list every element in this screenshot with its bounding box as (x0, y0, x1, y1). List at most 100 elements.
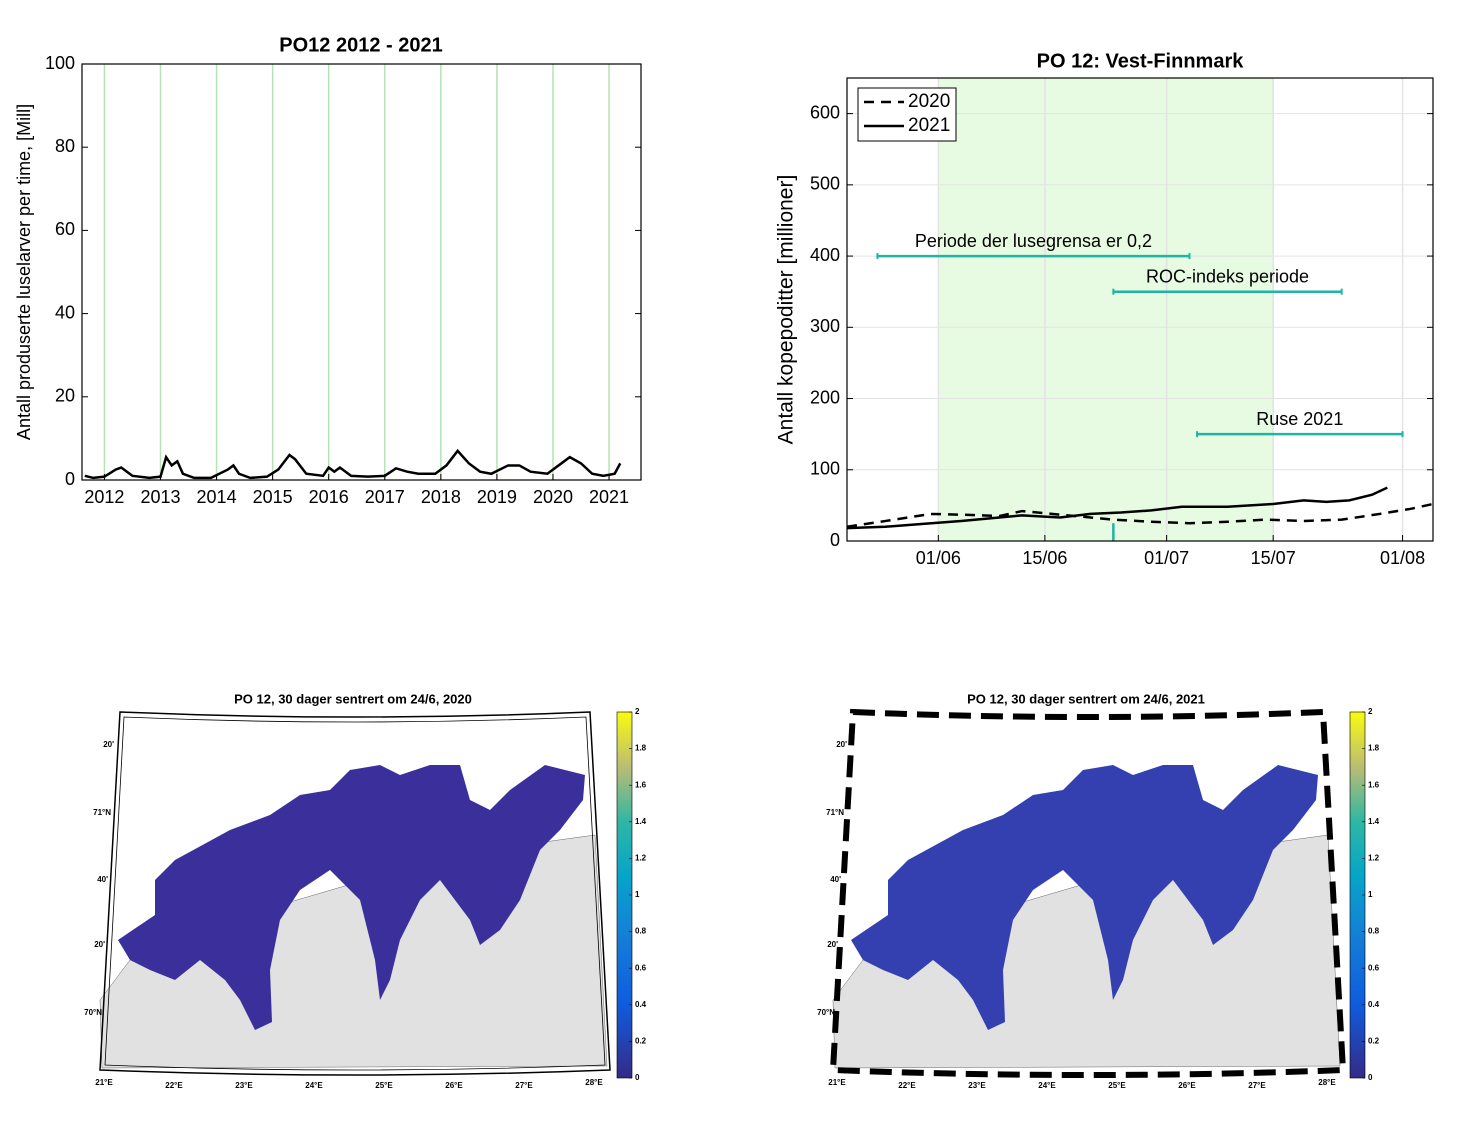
colorbar-label: 2 (1368, 707, 1373, 716)
lon-label: 24°E (1038, 1081, 1056, 1090)
y-tick-label: 0 (65, 469, 75, 489)
lon-label: 28°E (1318, 1078, 1336, 1087)
x-tick-label: 2021 (589, 487, 629, 507)
lon-label: 25°E (1108, 1081, 1126, 1090)
x-tick-label: 2012 (84, 487, 124, 507)
lon-label: 24°E (305, 1081, 323, 1090)
legend-box (857, 87, 957, 142)
colorbar-label: 1 (1368, 890, 1373, 899)
map-frame (829, 708, 1347, 1078)
lon-label: 21°E (828, 1078, 846, 1087)
map-title: PO 12, 30 dager sentrert om 24/6, 2021 (967, 691, 1205, 706)
map-title: PO 12, 30 dager sentrert om 24/6, 2020 (234, 691, 472, 706)
colorbar-label: 0 (1368, 1073, 1373, 1082)
lon-label: 28°E (585, 1078, 603, 1087)
legend-label: 2020 (908, 91, 950, 112)
lat-label: 20' (103, 740, 114, 749)
lat-label: 20' (836, 740, 847, 749)
colorbar-label: 1.2 (1368, 854, 1380, 863)
x-tick-label: 2020 (533, 487, 573, 507)
y-tick-label: 100 (810, 459, 840, 479)
colorbar-label: 0.4 (635, 1000, 647, 1009)
lat-label: 71°N (826, 808, 844, 817)
x-tick-label: 2016 (309, 487, 349, 507)
lon-label: 22°E (165, 1081, 183, 1090)
x-tick-label: 15/06 (1022, 548, 1067, 568)
x-tick-label: 01/08 (1380, 548, 1425, 568)
y-tick-label: 500 (810, 174, 840, 194)
x-tick-label: 2018 (421, 487, 461, 507)
colorbar-label: 0.6 (1368, 963, 1380, 972)
lon-label: 25°E (375, 1081, 393, 1090)
colorbar-label: 1.2 (635, 854, 647, 863)
lat-label: 20' (827, 940, 838, 949)
series-line (846, 502, 1434, 528)
annotation-label: Periode der lusegrensa er 0,2 (915, 231, 1152, 251)
chart-title: PO 12: Vest-Finnmark (1037, 50, 1245, 72)
colorbar-label: 1.8 (1368, 744, 1380, 753)
colorbar-label: 0.8 (635, 927, 647, 936)
x-tick-label: 2014 (197, 487, 237, 507)
y-tick-label: 100 (45, 53, 75, 73)
plot-area (82, 64, 641, 480)
x-tick-label: 2019 (477, 487, 517, 507)
x-tick-label: 15/07 (1251, 548, 1296, 568)
y-tick-label: 60 (55, 219, 75, 239)
y-tick-label: 400 (810, 245, 840, 265)
lon-label: 26°E (445, 1081, 463, 1090)
axes-frame (81, 63, 642, 481)
lon-label: 22°E (898, 1081, 916, 1090)
lat-label: 40' (97, 875, 108, 884)
y-tick-label: 300 (810, 316, 840, 336)
x-tick-label: 2013 (140, 487, 180, 507)
y-tick-label: 0 (830, 530, 840, 550)
colorbar-label: 0.8 (1368, 927, 1380, 936)
colorbar-label: 1 (635, 890, 640, 899)
lon-label: 26°E (1178, 1081, 1196, 1090)
colorbar-label: 1.6 (1368, 780, 1380, 789)
colorbar-label: 0.2 (635, 1037, 647, 1046)
lat-label: 70°N (817, 1008, 835, 1017)
annotation-label: Ruse 2021 (1256, 409, 1343, 429)
sea (851, 765, 1318, 1030)
annotation-label: ROC-indeks periode (1146, 266, 1309, 286)
x-tick-label: 2017 (365, 487, 405, 507)
lon-label: 23°E (235, 1081, 253, 1090)
lat-label: 70°N (84, 1008, 102, 1017)
map-frame (99, 711, 611, 1076)
map-frame-inner (104, 716, 606, 1071)
colorbar-label: 1.4 (1368, 817, 1380, 826)
lat-label: 20' (94, 940, 105, 949)
colorbar-label: 1.6 (635, 780, 647, 789)
shaded-period (938, 78, 1274, 541)
y-axis-label: Antall produserte luselarver per time, [… (14, 104, 34, 440)
y-axis-label: Antall kopepoditter [millioner] (775, 175, 798, 445)
colorbar-label: 0 (635, 1073, 640, 1082)
colorbar-label: 0.2 (1368, 1037, 1380, 1046)
chart-title: PO12 2012 - 2021 (279, 34, 442, 56)
series-line (846, 486, 1388, 530)
sea (118, 765, 585, 1030)
legend-label: 2021 (908, 115, 950, 136)
x-tick-label: 01/07 (1144, 548, 1189, 568)
lon-label: 27°E (515, 1081, 533, 1090)
colorbar-label: 2 (635, 707, 640, 716)
lon-label: 27°E (1248, 1081, 1266, 1090)
colorbar-label: 1.8 (635, 744, 647, 753)
axes-frame (846, 77, 1434, 542)
y-tick-label: 80 (55, 136, 75, 156)
colorbar-label: 0.4 (1368, 1000, 1380, 1009)
x-tick-label: 01/06 (916, 548, 961, 568)
y-tick-label: 20 (55, 386, 75, 406)
x-tick-label: 2015 (253, 487, 293, 507)
y-tick-label: 200 (810, 387, 840, 407)
series-line (84, 448, 622, 480)
lon-label: 21°E (95, 1078, 113, 1087)
colorbar-label: 0.6 (635, 963, 647, 972)
y-tick-label: 600 (810, 102, 840, 122)
lat-label: 40' (830, 875, 841, 884)
y-tick-label: 40 (55, 302, 75, 322)
lat-label: 71°N (93, 808, 111, 817)
lon-label: 23°E (968, 1081, 986, 1090)
